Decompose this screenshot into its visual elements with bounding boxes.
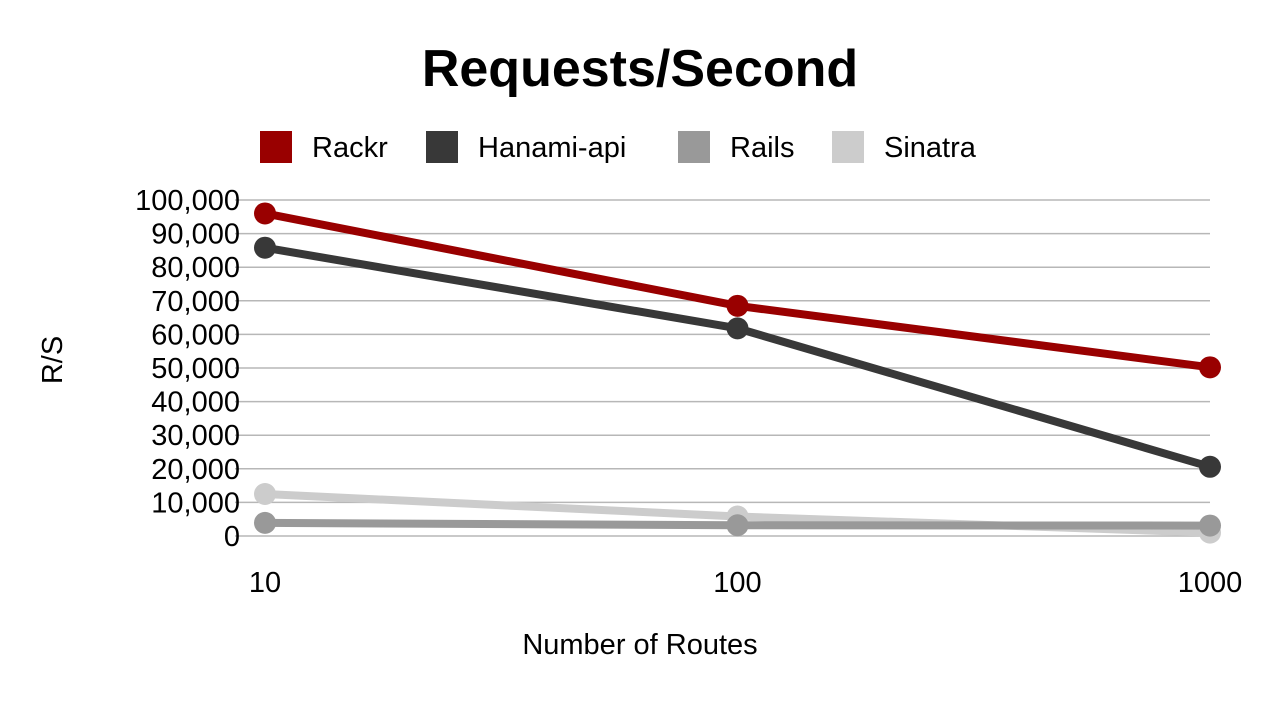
y-tick-label: 90,000 bbox=[151, 219, 240, 251]
data-point bbox=[254, 236, 276, 259]
series-lines bbox=[261, 209, 1214, 537]
legend-swatch bbox=[832, 131, 864, 163]
series-line bbox=[261, 243, 1214, 471]
x-axis-ticks: 10 100 1000 bbox=[249, 567, 1242, 599]
y-tick-label: 70,000 bbox=[151, 286, 240, 318]
y-tick-label: 50,000 bbox=[151, 353, 240, 385]
y-axis-label: R/S bbox=[37, 336, 69, 384]
y-tick-label: 80,000 bbox=[151, 252, 240, 284]
y-tick-label: 60,000 bbox=[151, 319, 240, 351]
legend-swatch bbox=[260, 131, 292, 163]
legend-label: Sinatra bbox=[884, 132, 977, 164]
legend-label: Hanami-api bbox=[478, 132, 626, 164]
data-point bbox=[726, 514, 749, 537]
x-tick-label: 10 bbox=[249, 567, 281, 599]
y-tick-label: 40,000 bbox=[151, 387, 240, 419]
legend-label: Rails bbox=[730, 132, 794, 164]
x-axis-label: Number of Routes bbox=[522, 629, 757, 661]
series-points bbox=[254, 202, 1221, 544]
chart-title: Requests/Second bbox=[422, 40, 858, 98]
y-tick-label: 30,000 bbox=[151, 420, 240, 452]
y-axis-ticks: 010,00020,00030,00040,00050,00060,00070,… bbox=[135, 185, 240, 553]
legend: Rackr Hanami-api Rails Sinatra bbox=[260, 131, 977, 164]
y-tick-label: 0 bbox=[224, 521, 240, 553]
data-point bbox=[1199, 514, 1221, 537]
x-tick-label: 100 bbox=[713, 567, 761, 599]
legend-swatch bbox=[426, 131, 458, 163]
data-point bbox=[1199, 356, 1221, 379]
data-point bbox=[254, 202, 276, 225]
data-point bbox=[1199, 455, 1221, 478]
gridlines bbox=[235, 199, 1210, 537]
y-tick-label: 20,000 bbox=[151, 454, 240, 486]
legend-swatch bbox=[678, 131, 710, 163]
data-point bbox=[254, 483, 276, 505]
data-point bbox=[254, 511, 276, 534]
legend-label: Rackr bbox=[312, 132, 388, 164]
data-point bbox=[726, 317, 749, 340]
y-tick-label: 100,000 bbox=[135, 185, 240, 217]
y-tick-label: 10,000 bbox=[151, 487, 240, 519]
data-point bbox=[726, 294, 749, 317]
x-tick-label: 1000 bbox=[1178, 567, 1243, 599]
series-line bbox=[261, 209, 1214, 372]
